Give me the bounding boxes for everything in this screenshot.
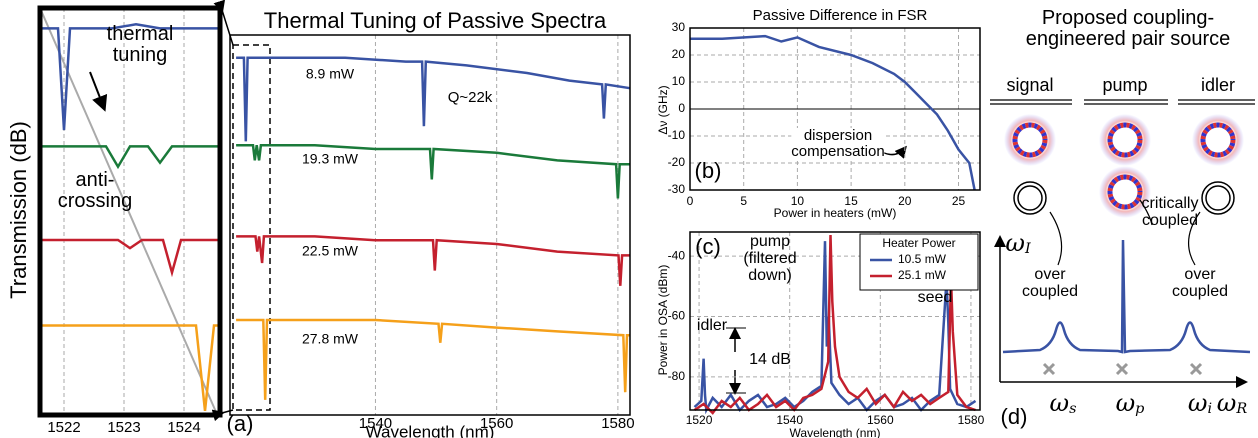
waveguides	[990, 99, 1255, 105]
series-label: 8.9 mW	[306, 66, 355, 82]
y-tick-label: -60	[668, 309, 686, 323]
arrow	[89, 71, 108, 112]
x-tick-label: 1560	[480, 415, 513, 432]
chart-title: Passive Difference in FSR	[753, 7, 928, 24]
plot-frame	[229, 34, 631, 416]
zoom-link	[213, 0, 234, 46]
frequency-symbol-symbol: ω	[1050, 389, 1070, 417]
x-tick-label: 1524	[167, 419, 200, 436]
x-tick-label: 10	[791, 194, 805, 208]
series-line	[40, 324, 220, 412]
annotation: pump (filtered down)	[743, 233, 797, 284]
series-line	[236, 56, 631, 142]
axis-symbol-symbol: ω	[1217, 389, 1237, 417]
x-tick-label: 0	[687, 194, 694, 208]
frequency-symbol: ωs	[1050, 389, 1077, 418]
legend-label: 10.5 mW	[898, 252, 947, 266]
frequency-symbol: ωp	[1116, 389, 1145, 418]
annotation: critically coupled	[1141, 195, 1199, 229]
frequency-symbol: ωi	[1188, 389, 1212, 418]
y-tick-label: 0	[678, 101, 685, 115]
frequency-symbol-sub: s	[1069, 401, 1076, 417]
frequency-symbol-symbol: ω	[1116, 389, 1136, 417]
x-tick-label: 1540	[359, 415, 392, 432]
zoom-link	[211, 409, 234, 422]
tuning-trend	[39, 7, 217, 413]
x-axis-label: Wavelength (nm)	[790, 426, 881, 438]
y-axis-label: Power in OSA (dBm)	[656, 265, 670, 376]
series-line	[236, 235, 630, 286]
x-tick-label: 15	[844, 194, 858, 208]
legend-box	[859, 233, 979, 291]
plot-frame	[689, 27, 981, 191]
axis-symbol-sub: R	[1235, 401, 1247, 417]
ring-label: pump	[1102, 75, 1147, 95]
series-line	[236, 318, 630, 400]
annotation: Q~22k	[448, 89, 493, 106]
x-tick-label: 1523	[107, 419, 140, 436]
y-axis-label: Δν (GHz)	[656, 85, 670, 134]
x-tick-label: 20	[898, 194, 912, 208]
frequency-symbol-symbol: ω	[1188, 389, 1208, 417]
series-line	[690, 34, 976, 191]
y-tick-label: -20	[668, 155, 686, 169]
x-tick-label: 1520	[686, 413, 713, 427]
series-label: 27.8 mW	[302, 331, 359, 347]
x-tick-label: 1580	[958, 413, 985, 427]
y-tick-label: 10	[672, 74, 686, 88]
series-label: 22.5 mW	[302, 243, 359, 259]
x-tick-label: 1540	[776, 413, 803, 427]
plot-frame	[689, 231, 981, 411]
series-line	[40, 145, 220, 170]
y-tick-label: -40	[668, 248, 686, 262]
ring-label: idler	[1201, 75, 1235, 95]
x-tick-label: 5	[740, 194, 747, 208]
legend-label: 25.1 mW	[898, 268, 947, 282]
y-tick-label: 30	[672, 20, 686, 34]
series-label: 19.3 mW	[302, 151, 359, 167]
x-axis-label: Power in heaters (mW)	[774, 206, 897, 220]
annotation: anti- crossing	[57, 169, 133, 212]
series-line	[236, 143, 630, 199]
panel-label: (d)	[1001, 404, 1028, 429]
annotation: idler	[696, 317, 728, 334]
x-tick-label: 25	[952, 194, 966, 208]
y-tick-label: 20	[672, 47, 686, 61]
plot-frame	[37, 5, 223, 418]
annotation: over coupled	[1021, 266, 1079, 300]
axis-symbol-symbol: ω	[1005, 229, 1025, 257]
annotation: seed	[917, 289, 953, 306]
x-tick-label: 1560	[867, 413, 894, 427]
panel-label: (b)	[695, 158, 722, 183]
axis-symbol: ωI	[1005, 229, 1031, 258]
x-tick-label: 1522	[47, 419, 80, 436]
x-axis-label: Wavelength (nm)	[366, 422, 495, 438]
frequency-symbol-sub: p	[1135, 401, 1144, 417]
zoom-box	[232, 44, 271, 411]
series-line	[40, 23, 220, 131]
axis-symbol-sub: I	[1024, 241, 1031, 257]
panel-label: (a)	[227, 411, 254, 436]
annotation: over coupled	[1171, 266, 1229, 300]
annotation: 14 dB	[749, 351, 791, 368]
y-tick-label: -30	[668, 182, 686, 196]
ring-label: signal	[1006, 75, 1053, 95]
annotation: thermal tuning	[106, 23, 174, 66]
annotation: dispersion compensation	[791, 127, 885, 160]
frequency-symbol-sub: i	[1207, 401, 1212, 417]
rings	[1004, 114, 1244, 218]
y-axis-label: Transmission (dB)	[6, 121, 31, 299]
axis-symbol: ωR	[1217, 389, 1248, 418]
y-tick-label: -80	[668, 369, 686, 383]
diagram-title: Proposed coupling- engineered pair sourc…	[1025, 7, 1231, 50]
legend-title: Heater Power	[882, 236, 955, 250]
y-tick-label: -10	[668, 128, 686, 142]
panel-label: (c)	[695, 234, 721, 259]
series-line	[40, 238, 220, 278]
chart-title: Thermal Tuning of Passive Spectra	[264, 8, 607, 33]
x-tick-label: 1580	[601, 415, 634, 432]
spectrum-sketch	[994, 199, 1251, 388]
